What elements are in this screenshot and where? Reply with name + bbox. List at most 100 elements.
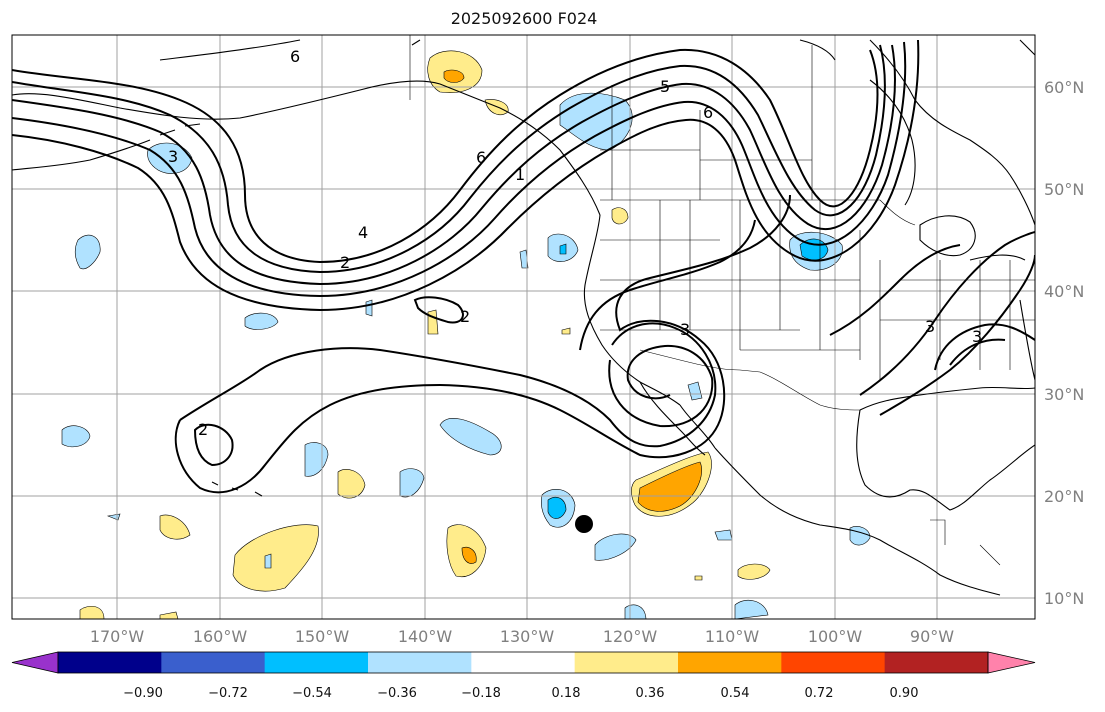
colorbar-tick-label: 0.90 bbox=[890, 686, 919, 701]
yellow-patch bbox=[561, 327, 571, 335]
central-america-borders bbox=[930, 519, 1001, 566]
colorbar-tick-label: −0.90 bbox=[123, 686, 163, 701]
yellow-patch bbox=[79, 605, 105, 619]
colorbar-tick-label: −0.36 bbox=[377, 686, 417, 701]
colorbar-segment bbox=[368, 652, 472, 673]
light-blue-patch bbox=[365, 299, 373, 317]
contour-line bbox=[413, 296, 464, 324]
yellow-patch bbox=[427, 309, 439, 335]
alaska-coast bbox=[12, 80, 601, 216]
contour-label: 3 bbox=[680, 320, 690, 339]
contour-label: 6 bbox=[476, 148, 486, 167]
colorbar-tick-label: −0.18 bbox=[461, 686, 501, 701]
orange-patch bbox=[637, 461, 702, 512]
atlantic-coast bbox=[1009, 174, 1035, 381]
yellow-patch bbox=[737, 563, 771, 580]
contour-label: 3 bbox=[925, 317, 935, 336]
map-frame bbox=[11, 34, 1036, 620]
yellow-patch bbox=[159, 611, 179, 619]
longitude-labels: 170°W 160°W 150°W 140°W 130°W 120°W 110°… bbox=[90, 627, 954, 646]
contour-lines bbox=[12, 39, 1035, 494]
colorbar bbox=[11, 651, 1036, 674]
contour-line bbox=[859, 231, 1035, 396]
lon-label: 120°W bbox=[603, 627, 658, 646]
lat-label: 40°N bbox=[1044, 282, 1084, 301]
colorbar-tick-label: −0.72 bbox=[208, 686, 248, 701]
contour-line bbox=[579, 219, 756, 351]
light-blue-patch bbox=[687, 381, 703, 401]
colorbar-frame bbox=[57, 651, 989, 674]
colorbar-segment bbox=[574, 652, 679, 673]
light-blue-patch bbox=[147, 142, 193, 174]
contour-line bbox=[12, 39, 920, 312]
canada-provinces bbox=[600, 45, 813, 200]
graticule bbox=[12, 35, 1035, 619]
contour-label: 1 bbox=[515, 165, 525, 184]
colorbar-tick-label: −0.54 bbox=[292, 686, 332, 701]
colorbar-tick-label: 0.54 bbox=[721, 686, 750, 701]
contour-label: 2 bbox=[198, 420, 208, 439]
us-states bbox=[600, 200, 1035, 380]
hudson-bay bbox=[869, 79, 916, 206]
colorbar-extend-max bbox=[987, 651, 1036, 674]
contour-label: 3 bbox=[168, 147, 178, 166]
mexico-west-coast bbox=[714, 447, 1001, 596]
lon-label: 150°W bbox=[295, 627, 350, 646]
latitude-labels: 60°N 50°N 40°N 30°N 20°N 10°N bbox=[1044, 78, 1084, 608]
contour-label: 3 bbox=[972, 327, 982, 346]
colorbar-segment bbox=[58, 652, 162, 673]
lat-label: 20°N bbox=[1044, 487, 1084, 506]
light-blue-patch bbox=[519, 249, 529, 269]
light-blue-patch bbox=[74, 234, 101, 270]
contour-label: 6 bbox=[290, 47, 300, 66]
contour-line bbox=[12, 48, 879, 264]
light-blue-patch bbox=[439, 418, 502, 456]
contour-label: 6 bbox=[703, 103, 713, 122]
light-blue-patch bbox=[264, 553, 272, 569]
lon-label: 140°W bbox=[398, 627, 453, 646]
yellow-patch bbox=[159, 514, 191, 540]
colorbar-segment bbox=[471, 652, 576, 673]
orange-patch bbox=[443, 69, 465, 83]
map-title: 2025092600 F024 bbox=[450, 9, 598, 28]
light-blue-patch bbox=[244, 312, 279, 330]
contour-label: 2 bbox=[340, 253, 350, 272]
lon-label: 100°W bbox=[808, 627, 863, 646]
blue-patch bbox=[559, 243, 567, 255]
blue-patch bbox=[547, 497, 567, 519]
colorbar-segment bbox=[884, 652, 989, 673]
gulf-coast bbox=[856, 386, 1035, 511]
lon-label: 110°W bbox=[705, 627, 760, 646]
colorbar-segment bbox=[781, 652, 886, 673]
pacific-northwest-coast bbox=[583, 214, 681, 406]
light-blue-patch bbox=[734, 599, 769, 619]
lon-label: 130°W bbox=[500, 627, 555, 646]
light-blue-patch bbox=[61, 425, 91, 448]
location-marker bbox=[575, 515, 593, 533]
yellow-patch bbox=[611, 207, 629, 225]
contour-line bbox=[179, 322, 717, 448]
lat-label: 30°N bbox=[1044, 385, 1084, 404]
light-blue-patch bbox=[399, 468, 425, 498]
colorbar-ticks: −0.90 −0.72 −0.54 −0.36 −0.18 0.18 0.36 … bbox=[123, 686, 918, 701]
contour-line bbox=[12, 44, 896, 286]
lon-label: 160°W bbox=[193, 627, 248, 646]
lat-label: 50°N bbox=[1044, 180, 1084, 199]
contour-line bbox=[829, 244, 961, 336]
lon-label: 170°W bbox=[90, 627, 145, 646]
alaska-north-coast bbox=[159, 39, 421, 61]
lon-label: 90°W bbox=[910, 627, 954, 646]
colorbar-tick-label: 0.72 bbox=[805, 686, 834, 701]
colorbar-tick-label: 0.36 bbox=[636, 686, 665, 701]
map-area bbox=[12, 35, 1035, 619]
political-borders bbox=[409, 35, 1035, 566]
contour-labels: 6 6 6 5 3 4 2 2 2 3 3 3 1 bbox=[168, 47, 982, 439]
colorbar-tick-label: 0.18 bbox=[552, 686, 581, 701]
colorbar-extend-min bbox=[11, 651, 59, 674]
contour-line bbox=[174, 194, 791, 494]
contour-line bbox=[608, 344, 714, 428]
lat-label: 10°N bbox=[1044, 589, 1084, 608]
colorbar-segment bbox=[161, 652, 266, 673]
contour-label: 2 bbox=[460, 307, 470, 326]
